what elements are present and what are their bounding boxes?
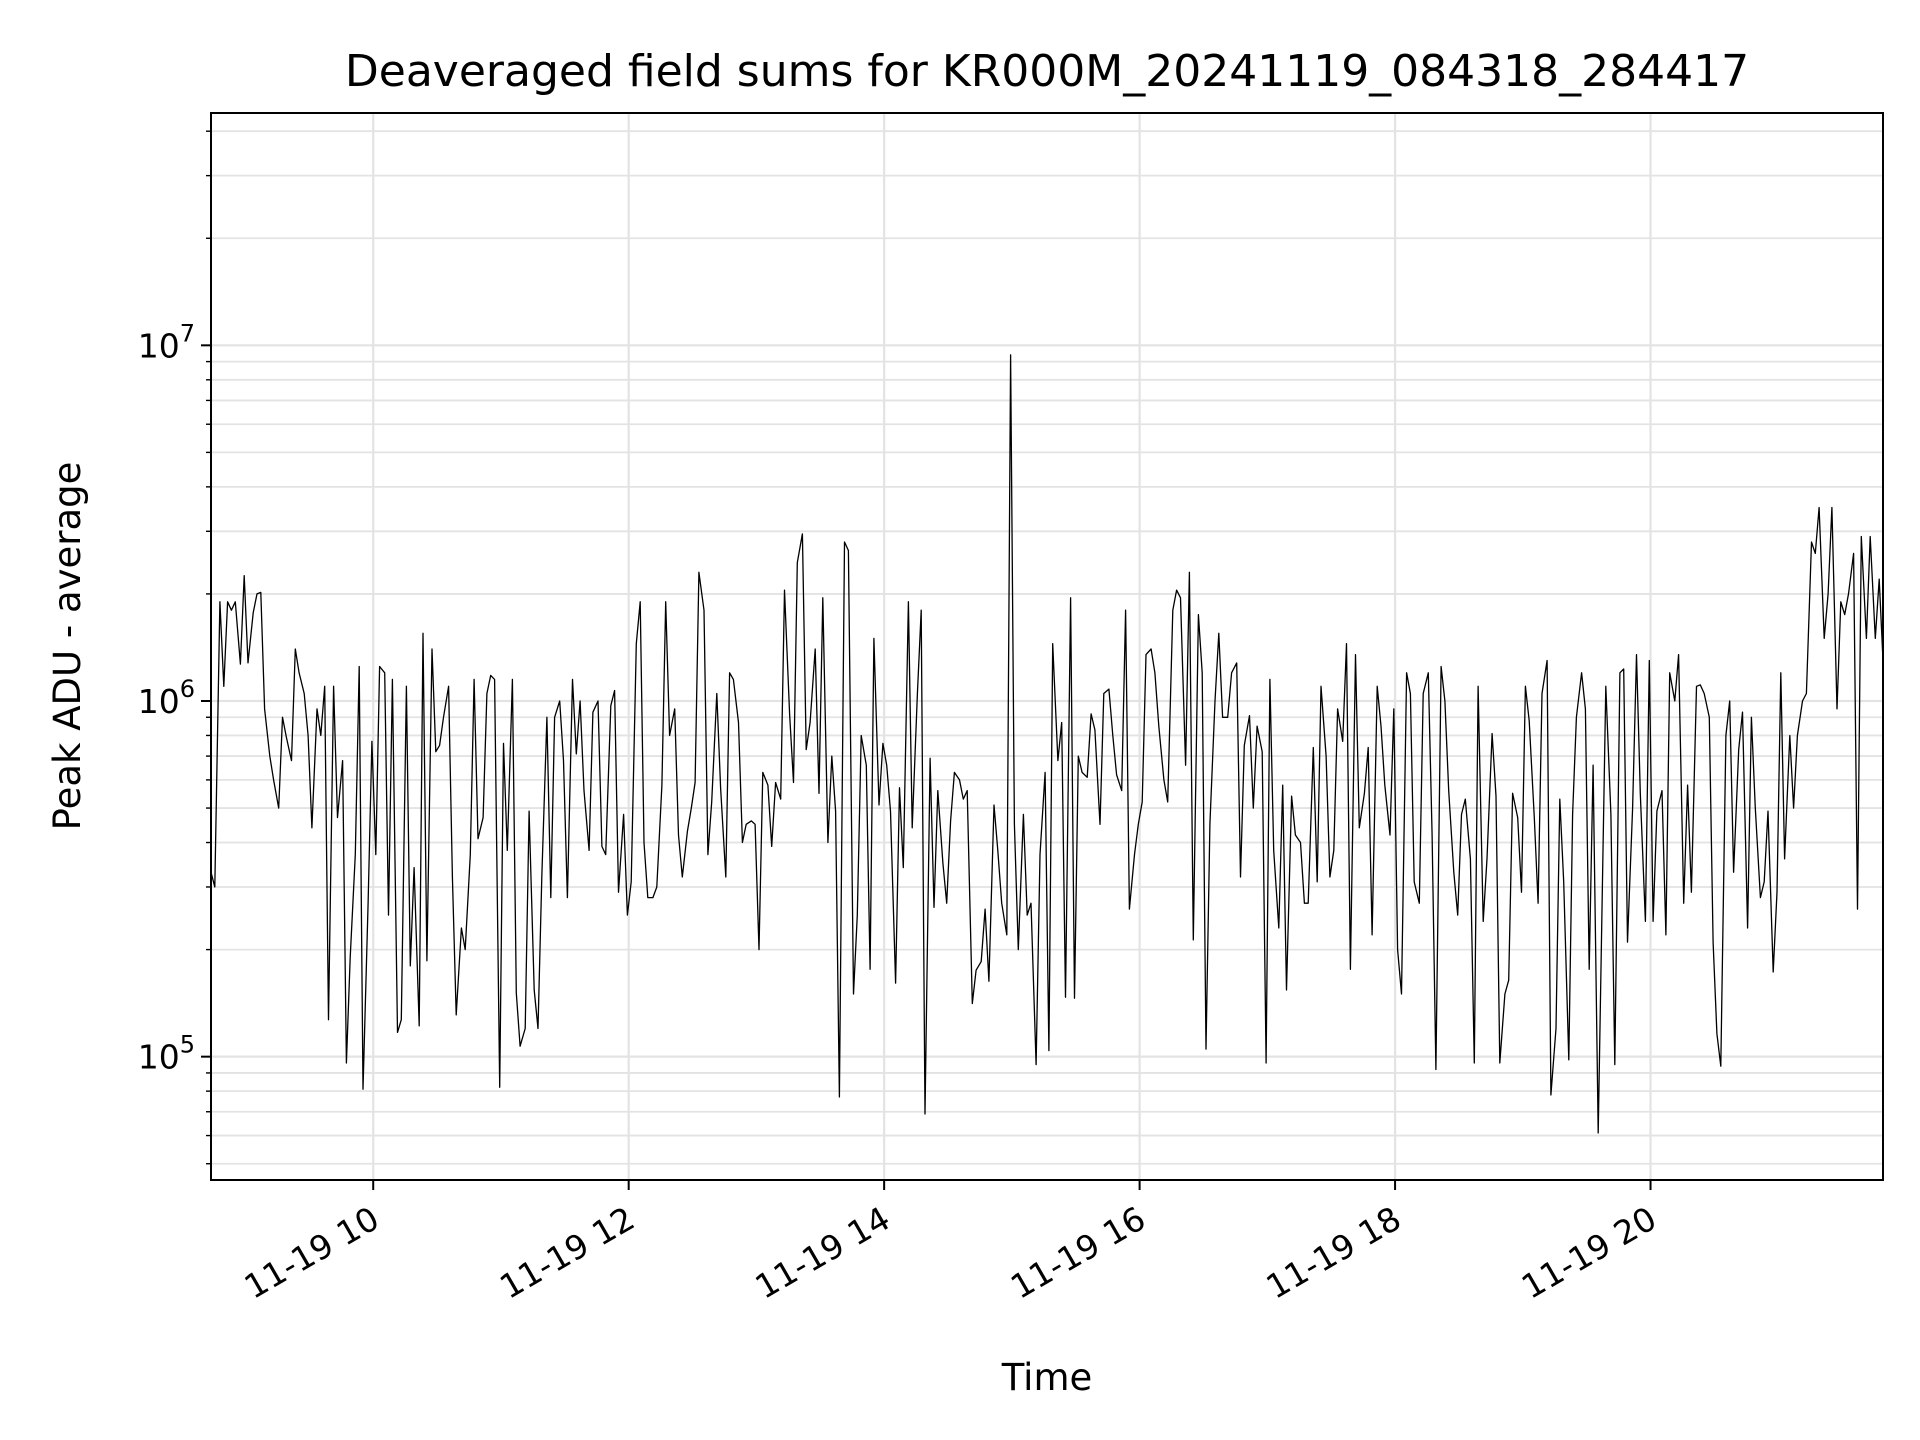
y-axis-label: Peak ADU - average (46, 462, 89, 831)
y-tick-label: 107 (138, 319, 195, 365)
plot-area (210, 354, 1884, 1134)
y-tick-label: 106 (138, 675, 195, 721)
y-axis: 105 106 107 (138, 130, 211, 1165)
y-tick-label: 105 (138, 1031, 195, 1077)
chart-title: Deaveraged field sums for KR000M_2024111… (345, 46, 1749, 97)
data-series-line (210, 354, 1884, 1134)
x-axis-label: Time (1001, 1356, 1093, 1399)
plot-frame (210, 112, 1884, 1181)
